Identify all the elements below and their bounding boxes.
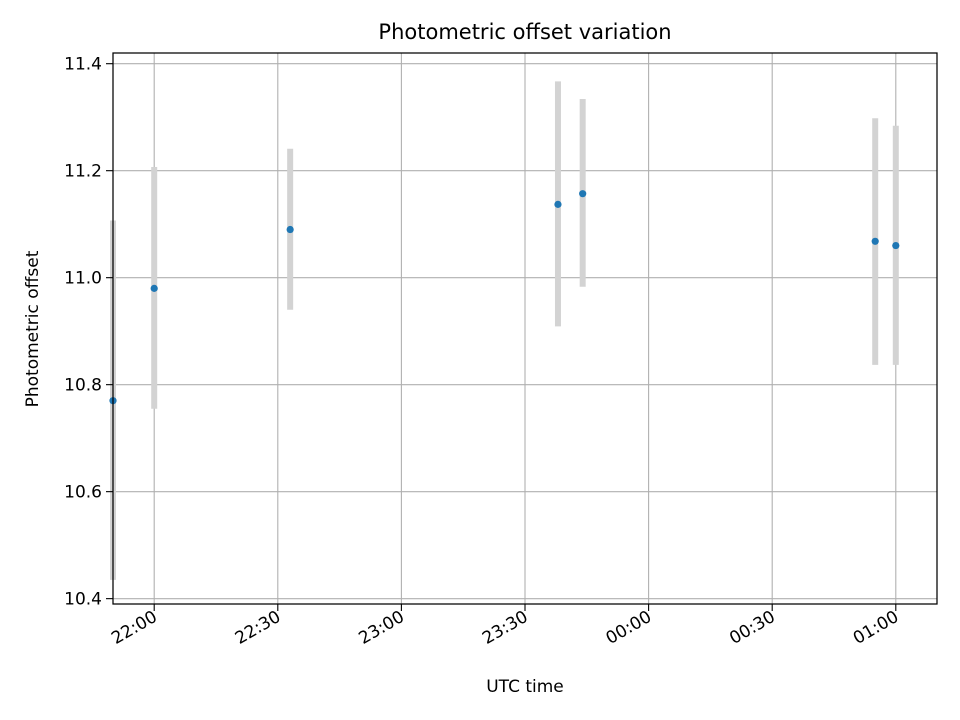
y-tick-label: 10.4: [64, 590, 102, 610]
y-tick-label: 11.0: [64, 269, 102, 289]
chart-title: Photometric offset variation: [378, 20, 671, 44]
y-tick-label: 10.8: [64, 376, 102, 396]
data-point: [150, 284, 158, 292]
x-axis-title: UTC time: [486, 677, 564, 697]
data-point: [892, 241, 900, 250]
data-point: [871, 237, 879, 245]
grid: [113, 53, 937, 604]
y-tick-label: 10.6: [64, 483, 102, 503]
y-axis: 10.4 10.6 10.8 11.0 11.2 11.4: [64, 55, 113, 610]
data-point: [579, 190, 587, 198]
data-point: [286, 225, 294, 234]
y-axis-title: Photometric offset: [23, 250, 43, 407]
y-tick-label: 11.4: [64, 55, 102, 75]
y-tick-label: 11.2: [64, 162, 102, 182]
data-point: [554, 200, 562, 208]
